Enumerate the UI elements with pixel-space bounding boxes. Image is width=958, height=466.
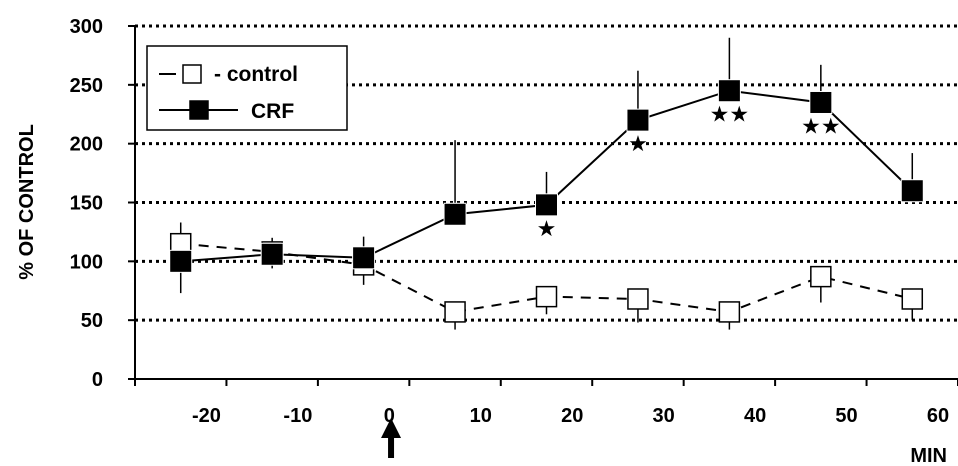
marker-crf (900, 179, 924, 203)
marker-crf (809, 90, 833, 114)
y-tick-label: 300 (70, 16, 103, 38)
y-tick-label: 0 (92, 369, 103, 391)
significance-star: ★ (537, 217, 557, 242)
y-tick-label: 250 (70, 75, 103, 97)
legend-control-label: - control (214, 63, 298, 86)
marker-crf (260, 242, 284, 266)
x-tick-label: 30 (653, 405, 675, 427)
x-tick-label: 50 (835, 405, 857, 427)
time-arrow (381, 418, 402, 458)
significance-star: ★★ (710, 103, 749, 128)
marker-crf (626, 108, 650, 132)
marker-control (535, 285, 558, 308)
marker-control (627, 288, 649, 310)
x-tick-label: -10 (283, 405, 312, 427)
x-tick-label: -20 (192, 405, 221, 427)
marker-crf (352, 246, 376, 270)
x-tick-label: 60 (927, 405, 949, 427)
marker-control (810, 265, 832, 288)
marker-crf (717, 79, 741, 103)
x-tick-label: 0 (384, 405, 395, 427)
y-tick-label: 100 (70, 251, 103, 273)
y-tick-label: 150 (70, 193, 103, 215)
marker-crf (169, 249, 193, 273)
legend-item-crf: CRF (159, 100, 294, 123)
legend: - control CRF (146, 45, 348, 131)
x-tick-label: 20 (561, 405, 583, 427)
x-tick-label: 40 (744, 405, 766, 427)
y-tick-label: 200 (70, 134, 103, 156)
significance-marks: ★★★★ ★★ (537, 103, 841, 242)
marker-crf (443, 202, 467, 226)
marker-control (444, 301, 466, 323)
significance-star: ★★ (801, 114, 840, 139)
marker-control (901, 288, 924, 310)
legend-crf-label: CRF (251, 100, 294, 123)
x-ticks: -20 -10 0 10 20 30 40 50 60 (134, 379, 958, 427)
legend-item-control: - control (159, 63, 298, 86)
y-tick-label: 50 (81, 310, 103, 332)
y-axis-title: % OF CONTROL (16, 124, 38, 280)
x-tick-label: 10 (470, 405, 492, 427)
legend-control-marker (182, 64, 202, 84)
arrow-head (381, 418, 402, 438)
legend-box (146, 45, 348, 131)
marker-control (718, 301, 741, 323)
series-markers (169, 79, 924, 323)
x-axis-title: MIN (910, 445, 947, 466)
significance-star: ★ (628, 132, 648, 157)
y-ticks: 0 50 100 150 200 250 300 (70, 16, 135, 391)
marker-crf (535, 193, 558, 217)
legend-crf-marker (189, 100, 209, 120)
